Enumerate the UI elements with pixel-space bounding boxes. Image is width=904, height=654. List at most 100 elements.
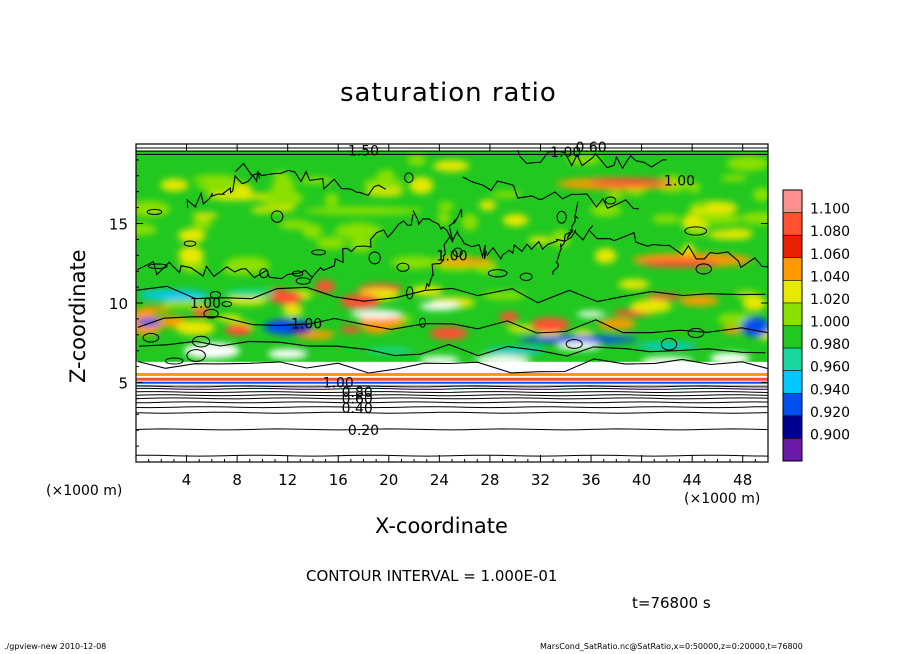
field-patch <box>162 299 209 310</box>
field-patch <box>297 177 334 184</box>
colorbar: 1.100 1.080 1.060 1.040 1.020 1.000 0.980 0.960… <box>782 189 850 462</box>
contour-loop <box>684 226 708 236</box>
field-subsaturated <box>136 385 768 462</box>
contour-loop <box>695 263 712 275</box>
colorbar-swatch <box>783 212 802 236</box>
field-patch <box>686 226 708 236</box>
field-patch <box>556 341 601 350</box>
contour-line <box>136 406 768 409</box>
field-patch <box>419 356 460 365</box>
contour-line <box>424 209 463 290</box>
field-patch <box>651 214 680 224</box>
contour-loop <box>192 335 211 348</box>
field-patch <box>437 201 455 211</box>
field-patch <box>679 295 719 306</box>
contour-loop <box>142 332 160 343</box>
contour-loop <box>221 301 233 308</box>
field-patch <box>630 299 672 313</box>
field-patch <box>429 326 468 340</box>
field-patch <box>192 218 213 230</box>
field-patch <box>607 191 625 200</box>
colorbar-label: 1.020 <box>810 292 850 308</box>
field-patch <box>419 302 460 311</box>
field-patch <box>302 223 323 239</box>
x-tick-label: 20 <box>379 471 398 489</box>
x-tick-label: 36 <box>581 471 600 489</box>
field-patch <box>138 290 209 301</box>
field-patch <box>178 228 206 243</box>
contour-line <box>136 411 768 414</box>
field-patch <box>222 267 258 275</box>
field-patch <box>720 174 748 182</box>
time-stamp: t=76800 s <box>632 594 711 612</box>
field-patch <box>160 178 189 192</box>
field-patch <box>646 293 682 300</box>
colorbar-swatch <box>783 393 802 417</box>
y-tick-label: 10 <box>109 295 128 313</box>
field-patch <box>502 213 529 227</box>
field-patch <box>259 189 304 208</box>
field-patch <box>303 206 424 215</box>
field-stripe <box>136 377 768 381</box>
contour-line <box>462 176 639 210</box>
x-tick-label: 24 <box>430 471 449 489</box>
colorbar-swatch <box>783 235 802 259</box>
contour-line <box>589 230 768 269</box>
footer-source: MarsCond_SatRatio.nc@SatRatio,x=0:50000,… <box>540 642 803 651</box>
saturation-field <box>136 150 768 462</box>
contour-label: 1.00 <box>190 296 221 312</box>
field-patch <box>437 211 450 225</box>
colorbar-label: 0.980 <box>810 337 850 353</box>
x-tick-label: 48 <box>733 471 752 489</box>
contour-label: 0.40 <box>342 401 373 417</box>
contour-label: 0.80 <box>342 385 373 401</box>
contour-loop <box>259 268 269 279</box>
field-patch <box>461 213 478 231</box>
contour-loop <box>146 208 163 216</box>
colorbar-label: 1.000 <box>810 315 850 331</box>
colorbar-swatch <box>783 325 802 349</box>
contour-label: 1.00 <box>291 317 322 333</box>
x-tick-label: 8 <box>232 471 242 489</box>
field-patch <box>364 347 413 354</box>
contour-label: 1.00 <box>323 376 354 392</box>
colorbar-swatch <box>783 302 802 326</box>
field-patch <box>639 259 720 268</box>
field-patch <box>499 312 519 323</box>
contour-line <box>137 316 768 334</box>
field-patch <box>518 335 639 344</box>
x-tick-label: 12 <box>278 471 297 489</box>
colorbar-swatch <box>783 370 802 394</box>
field-patch <box>215 314 243 322</box>
field-patch <box>597 318 636 330</box>
contour-line <box>517 149 667 170</box>
y-tick-label: 5 <box>118 375 128 393</box>
contour-loop <box>687 327 705 339</box>
field-patch <box>590 203 622 217</box>
contour-label: 1.50 <box>348 143 379 159</box>
colorbar-label: 0.960 <box>810 360 850 376</box>
contour-line <box>136 454 768 457</box>
contour-label: 1.00 <box>436 248 467 264</box>
x-unit-label-right: (×1000 m) <box>684 491 761 507</box>
contour-loop <box>147 263 168 270</box>
field-patch <box>334 223 382 239</box>
contour-loop <box>404 172 414 183</box>
contour-lines <box>136 147 768 457</box>
field-patch <box>250 206 275 214</box>
contour-loop <box>270 210 284 223</box>
colorbar-swatch <box>783 280 802 304</box>
contour-label: 0.60 <box>342 391 373 407</box>
field-patch <box>279 219 310 230</box>
contour-loop <box>556 210 567 224</box>
field-patch <box>376 169 396 180</box>
field-patch <box>340 326 362 333</box>
colorbar-swatch <box>783 257 802 281</box>
colorbar-swatch <box>783 348 802 372</box>
field-patch <box>741 316 768 337</box>
field-patch <box>491 190 522 199</box>
x-tick-label: 16 <box>329 471 348 489</box>
contour-loop <box>565 339 583 349</box>
field-patch <box>618 279 650 290</box>
colorbar-swatch <box>783 415 802 439</box>
